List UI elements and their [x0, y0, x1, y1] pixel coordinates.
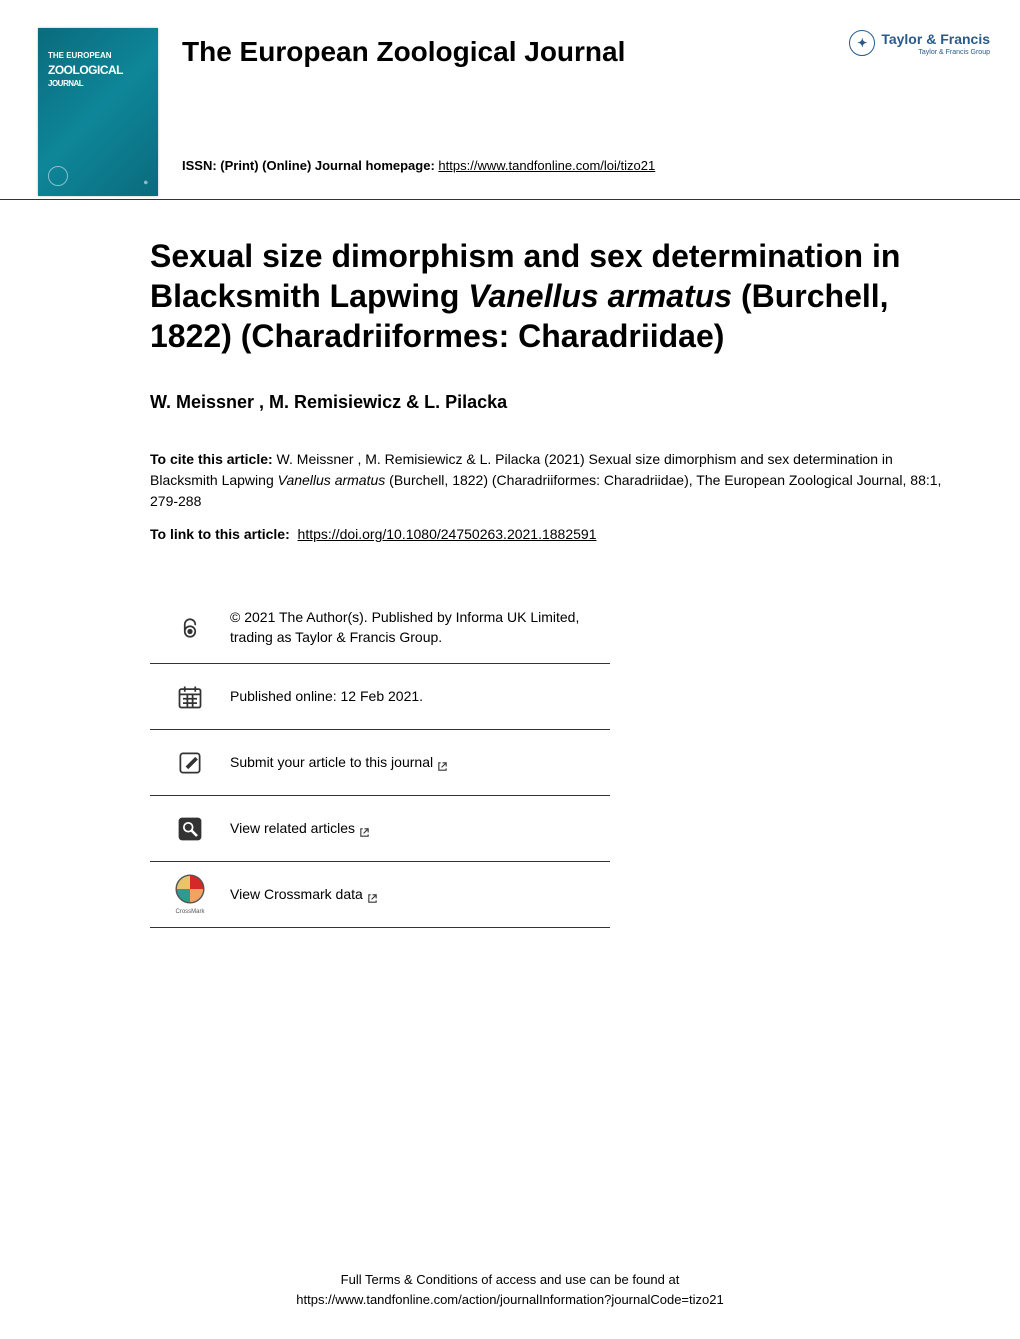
footer-line2: https://www.tandfonline.com/action/journ… [296, 1292, 723, 1307]
action-text: © 2021 The Author(s). Published by Infor… [230, 608, 610, 647]
external-link-icon [437, 758, 448, 769]
action-text[interactable]: View Crossmark data [230, 885, 378, 905]
cite-italic: Vanellus armatus [278, 472, 386, 488]
journal-cover-thumbnail: THE EUROPEAN ZOOLOGICAL JOURNAL ⊕ [38, 28, 158, 196]
citation-block: To cite this article: W. Meissner , M. R… [150, 449, 948, 512]
action-row-related[interactable]: View related articles [150, 796, 610, 862]
action-row-submit[interactable]: Submit your article to this journal [150, 730, 610, 796]
action-text[interactable]: Submit your article to this journal [230, 753, 448, 773]
cover-badge-icon [48, 166, 68, 186]
publisher-name: Taylor & Francis [881, 31, 990, 47]
journal-homepage-link[interactable]: https://www.tandfonline.com/loi/tizo21 [438, 158, 655, 173]
cover-tf-mark: ⊕ [144, 180, 148, 186]
footer: Full Terms & Conditions of access and us… [0, 1250, 1020, 1339]
cover-top-text: THE EUROPEAN [48, 52, 112, 61]
crossmark-icon: CrossMark [174, 879, 206, 911]
footer-line1: Full Terms & Conditions of access and us… [341, 1272, 680, 1287]
action-row-open-access: © 2021 The Author(s). Published by Infor… [150, 592, 610, 664]
calendar-icon [174, 681, 206, 713]
authors-line: W. Meissner , M. Remisiewicz & L. Pilack… [150, 392, 948, 413]
external-link-icon [367, 890, 378, 901]
publisher-logo: ✦ Taylor & Francis Taylor & Francis Grou… [849, 30, 990, 56]
open-access-icon [174, 612, 206, 644]
action-row-calendar: Published online: 12 Feb 2021. [150, 664, 610, 730]
article-title: Sexual size dimorphism and sex determina… [150, 236, 948, 356]
cover-main-text: ZOOLOGICAL JOURNAL [48, 64, 123, 88]
publisher-tagline: Taylor & Francis Group [881, 49, 990, 56]
cite-label: To cite this article: [150, 451, 273, 467]
doi-label: To link to this article: [150, 526, 290, 542]
doi-line: To link to this article: https://doi.org… [150, 526, 948, 542]
issn-line: ISSN: (Print) (Online) Journal homepage:… [182, 158, 990, 173]
action-text[interactable]: View related articles [230, 819, 370, 839]
issn-label: ISSN: (Print) (Online) Journal homepage: [182, 158, 435, 173]
publisher-logo-icon: ✦ [849, 30, 875, 56]
action-row-crossmark[interactable]: CrossMark View Crossmark data [150, 862, 610, 928]
doi-link[interactable]: https://doi.org/10.1080/24750263.2021.18… [298, 526, 597, 542]
related-icon [174, 813, 206, 845]
article-content: Sexual size dimorphism and sex determina… [0, 200, 1020, 948]
submit-icon [174, 747, 206, 779]
action-text: Published online: 12 Feb 2021. [230, 687, 423, 707]
action-list: © 2021 The Author(s). Published by Infor… [150, 592, 610, 928]
external-link-icon [359, 824, 370, 835]
